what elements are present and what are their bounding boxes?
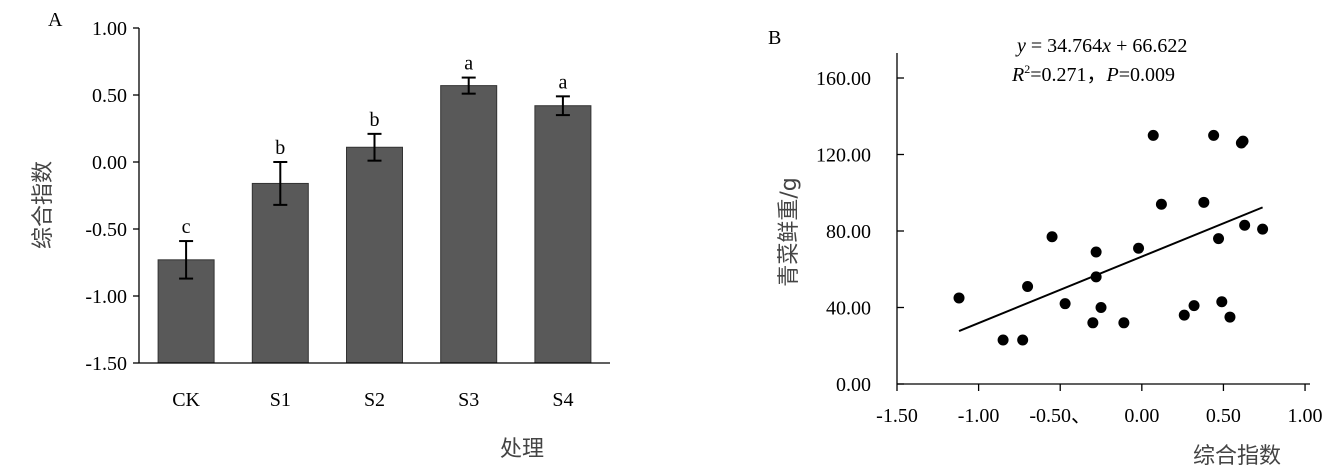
significance-label: b	[275, 137, 285, 159]
regression-line	[958, 206, 1263, 332]
x-tick-label-a: CK	[172, 389, 200, 411]
x-tick-label-a: S1	[270, 389, 291, 411]
scatter-point	[1213, 233, 1225, 245]
x-tick-label-b: -1.00	[958, 405, 1000, 427]
scatter-point	[1059, 298, 1071, 310]
scatter-point	[1090, 271, 1102, 283]
regression-equation: y = 34.764x + 66.622	[1015, 35, 1187, 57]
y-tick-label-b: 160.00	[816, 68, 871, 90]
panel-label-b: B	[768, 27, 781, 49]
x-tick-label-b: 0.00	[1124, 405, 1159, 427]
y-tick-label-a: 0.50	[92, 85, 127, 107]
x-tick-label-b: 0.50	[1206, 405, 1241, 427]
y-tick-label-b: 40.00	[826, 298, 871, 320]
bar-chart-a-marks: 1.00 0.50 0.00 -0.50 -1.00 -1.50 c CK b S1 b S2 a S3 a…	[85, 18, 592, 411]
bar-s1	[251, 182, 309, 364]
x-axis-title-a: 处理	[500, 437, 544, 462]
scatter-point	[1046, 231, 1058, 243]
scatter-point	[1147, 129, 1159, 141]
scatter-point	[1178, 309, 1190, 321]
y-axis-title-b-visible: 青菜鲜重/g	[777, 177, 802, 286]
significance-label: a	[558, 71, 567, 93]
scatter-point	[953, 292, 965, 304]
x-tick-label-a: S3	[458, 389, 479, 411]
scatter-point	[1087, 317, 1099, 329]
y-axis-title-a: 综合指数	[31, 161, 56, 249]
scatter-point	[1090, 246, 1102, 258]
bar-chart-a: A 1.00 0.50 0.00 -0.50 -1.00 -1.50 c CK b S1 b S2 a S…	[31, 9, 610, 462]
y-tick-label-a: -0.50	[85, 219, 127, 241]
regression-stats: R2=0.271，P=0.009	[1011, 62, 1175, 86]
scatter-chart-b-ylabel: 青菜鲜重/g	[777, 177, 802, 286]
x-tick-label-b: -1.50	[876, 405, 918, 427]
scatter-point	[1022, 280, 1034, 292]
significance-label: c	[182, 216, 191, 238]
panel-label-a: A	[48, 9, 63, 31]
y-tick-label-a: -1.00	[85, 286, 127, 308]
scatter-point	[1095, 302, 1107, 313]
y-tick-label-b: 120.00	[816, 145, 871, 167]
scatter-point	[1224, 311, 1236, 323]
scatter-point	[1208, 129, 1220, 141]
scatter-point	[997, 334, 1009, 346]
scatter-chart-b: B y = 34.764x + 66.622 R2=0.271，P=0.009 …	[768, 27, 1323, 469]
scatter-point	[1257, 223, 1269, 235]
scatter-point	[1198, 196, 1210, 208]
scatter-point	[1239, 219, 1251, 231]
scatter-point	[1216, 296, 1228, 308]
significance-label: a	[464, 53, 473, 75]
y-tick-label-a: -1.50	[85, 353, 127, 375]
x-tick-label-b: -0.50、	[1029, 405, 1091, 427]
y-tick-label-a: 0.00	[92, 152, 127, 174]
scatter-point	[1017, 334, 1029, 346]
scatter-point	[1118, 317, 1130, 329]
x-axis-title-b: 综合指数	[1193, 444, 1281, 469]
y-tick-label-b: 0.00	[836, 374, 871, 396]
bar-s4	[534, 105, 592, 364]
significance-label: b	[370, 109, 380, 131]
x-tick-label-b: 1.00	[1288, 405, 1323, 427]
y-tick-label-a: 1.00	[92, 18, 127, 40]
scatter-point	[1133, 242, 1145, 254]
scatter-point	[1155, 198, 1167, 210]
bar-s2	[346, 146, 403, 364]
x-tick-label-a: S2	[364, 389, 385, 411]
scatter-point	[1188, 300, 1200, 312]
x-tick-label-a: S4	[552, 389, 573, 411]
scatter-point	[1237, 135, 1249, 147]
bar-s3	[440, 85, 498, 364]
y-tick-label-b: 80.00	[826, 221, 871, 243]
